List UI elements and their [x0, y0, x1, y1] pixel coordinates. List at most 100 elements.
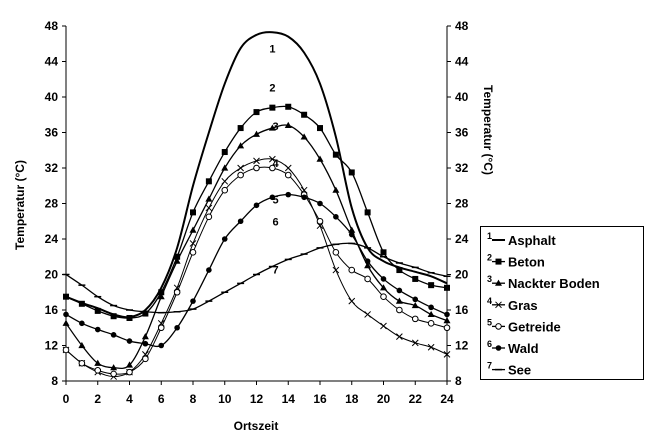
legend-number: 1 — [487, 231, 492, 241]
x-axis-label: Ortszeit — [234, 419, 279, 433]
legend-label: Wald — [508, 341, 539, 356]
data-point — [411, 339, 419, 347]
legend-label: Getreide — [508, 319, 561, 334]
legend-item: 1 Asphalt — [487, 231, 556, 248]
x-tick-label: 4 — [126, 392, 133, 406]
data-point — [284, 171, 292, 179]
legend-item: 5 Getreide — [487, 317, 561, 334]
data-point — [190, 209, 196, 216]
legend-item: 7 See — [487, 361, 531, 378]
data-point — [253, 130, 260, 137]
y-tick-label-left: 24 — [45, 232, 59, 246]
y-tick-label-right: 36 — [455, 126, 469, 140]
x-tick-label: 10 — [218, 392, 232, 406]
x-tick-label: 24 — [440, 392, 454, 406]
data-point — [206, 267, 212, 273]
x-tick-label: 8 — [190, 392, 197, 406]
y-tick-label-right: 40 — [455, 90, 469, 104]
data-point — [411, 315, 419, 323]
series-gras — [62, 155, 451, 380]
data-point — [253, 202, 260, 209]
legend-number: 2 — [487, 253, 492, 263]
data-point — [317, 125, 323, 132]
data-point — [174, 324, 180, 331]
data-point — [62, 346, 70, 354]
data-point — [205, 204, 213, 212]
data-point — [253, 157, 260, 165]
data-point — [189, 249, 197, 256]
legend-marker — [495, 323, 502, 330]
data-point — [333, 214, 339, 220]
data-point — [94, 326, 101, 333]
legend-number: 4 — [487, 296, 492, 306]
data-point — [237, 171, 244, 179]
data-point — [332, 249, 340, 256]
legend-marker — [495, 345, 502, 351]
x-tick-label: 22 — [409, 392, 423, 406]
data-point — [110, 364, 118, 371]
data-point — [173, 257, 181, 264]
data-point — [253, 109, 260, 116]
data-point — [253, 164, 260, 172]
data-point — [284, 121, 292, 128]
data-point — [205, 213, 213, 221]
x-tick-label: 18 — [345, 392, 359, 406]
data-point — [78, 300, 85, 307]
series-beton — [63, 103, 450, 321]
y-tick-label-left: 20 — [45, 268, 59, 282]
y-tick-label-left: 40 — [45, 90, 59, 104]
data-point — [364, 311, 371, 318]
data-point — [221, 177, 229, 185]
data-point — [317, 200, 323, 207]
x-tick-label: 0 — [63, 392, 70, 406]
series-line — [65, 105, 448, 319]
data-point — [126, 314, 133, 321]
data-point — [380, 322, 387, 330]
data-point — [269, 194, 276, 201]
data-point — [94, 359, 102, 366]
legend-number: 7 — [487, 361, 492, 371]
legend-number: 5 — [487, 317, 492, 327]
data-point — [78, 359, 86, 367]
y-tick-label-left: 44 — [45, 55, 59, 69]
series-line — [65, 166, 448, 375]
data-point — [316, 155, 324, 162]
data-point — [285, 103, 292, 110]
data-point — [412, 275, 419, 282]
data-point — [444, 284, 450, 291]
data-point — [396, 333, 403, 340]
data-point — [78, 341, 86, 349]
y-tick-label-left: 16 — [45, 303, 59, 317]
data-point — [221, 236, 228, 242]
data-point — [63, 311, 69, 318]
series-line — [65, 193, 448, 348]
data-point — [364, 262, 372, 269]
curve-number-label: 3 — [272, 121, 278, 133]
data-point — [396, 287, 403, 294]
curve-number-label: 5 — [272, 195, 278, 207]
y-tick-label-right: 32 — [455, 161, 469, 175]
data-point — [63, 293, 69, 300]
data-point — [300, 133, 308, 140]
data-point — [142, 355, 149, 363]
data-point — [237, 218, 244, 225]
data-point — [316, 217, 324, 225]
legend-item: 6 Wald — [487, 339, 539, 356]
y-tick-label-left: 48 — [45, 19, 59, 33]
y-axis-label-right: Temperatur (°C) — [481, 85, 495, 175]
data-point — [268, 124, 276, 131]
y-tick-label-left: 28 — [45, 197, 59, 211]
data-point — [427, 320, 435, 327]
data-point — [189, 240, 197, 247]
data-point — [126, 368, 133, 376]
data-point — [189, 226, 197, 233]
y-tick-label-right: 8 — [455, 374, 462, 388]
data-point — [142, 310, 149, 317]
x-tick-label: 14 — [282, 392, 296, 406]
series-getreide — [62, 164, 451, 378]
data-point — [173, 288, 181, 296]
data-point — [157, 293, 165, 300]
data-point — [364, 275, 371, 283]
y-tick-label-left: 32 — [45, 161, 59, 175]
